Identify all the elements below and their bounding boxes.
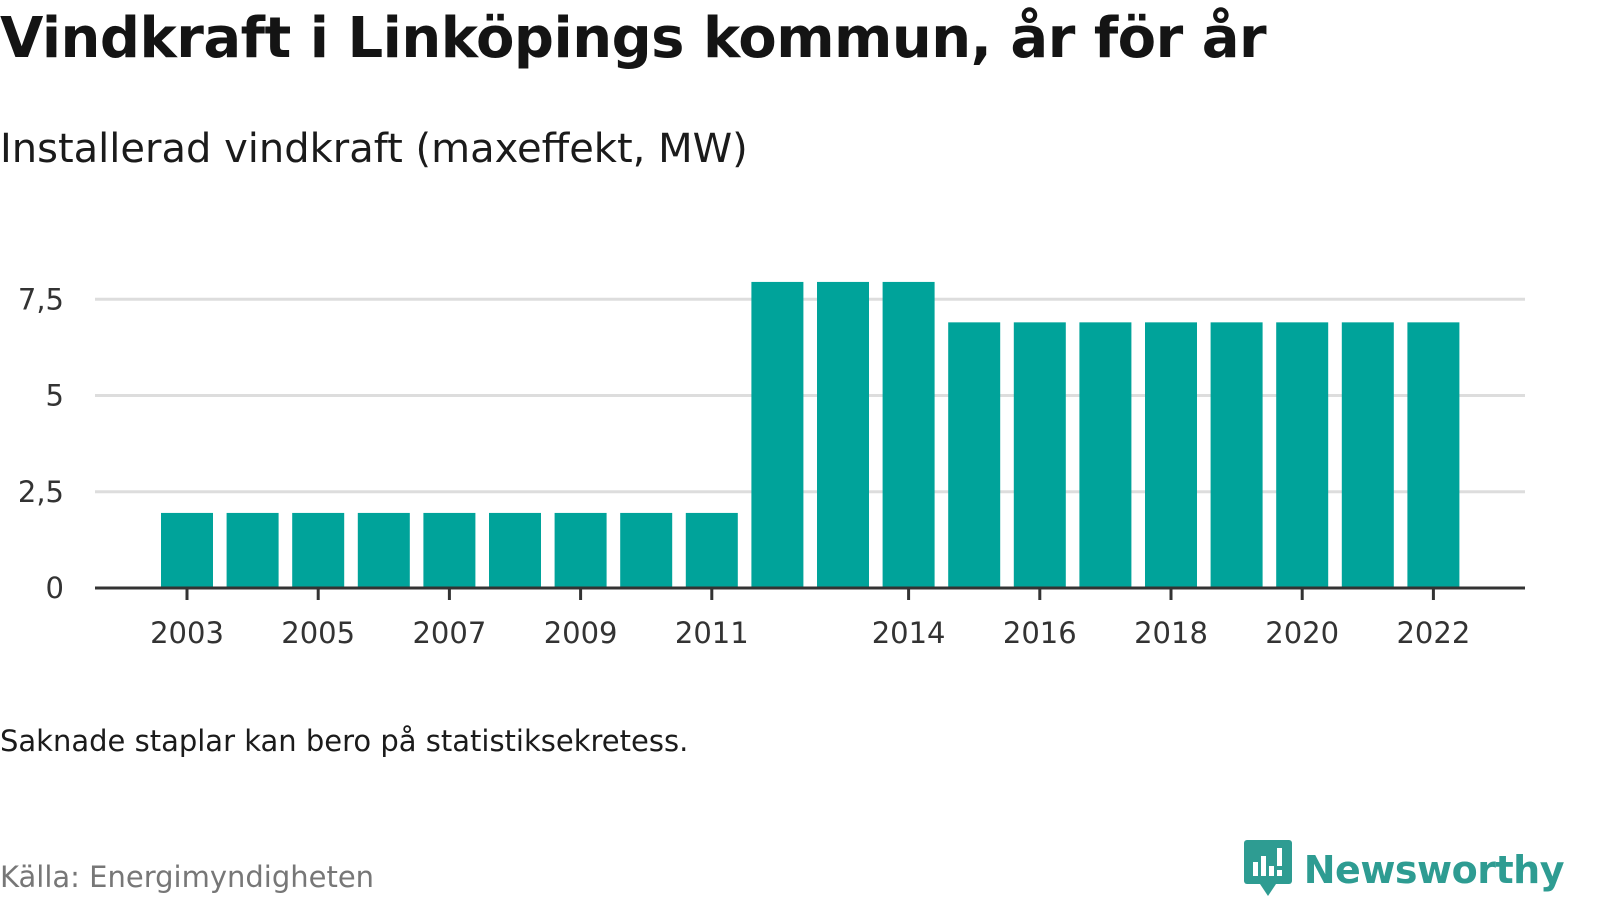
x-tick-label: 2011 bbox=[675, 616, 749, 650]
chart-title: Vindkraft i Linköpings kommun, år för år bbox=[0, 6, 1267, 71]
y-tick-label: 2,5 bbox=[18, 475, 64, 509]
x-tick-label: 2022 bbox=[1396, 616, 1470, 650]
bar-2012 bbox=[751, 281, 804, 588]
x-tick-label: 2020 bbox=[1265, 616, 1339, 650]
brand-logo: Newsworthy bbox=[1243, 840, 1565, 900]
bar-2016 bbox=[1013, 322, 1066, 588]
x-tick-label: 2003 bbox=[150, 616, 224, 650]
bar-2010 bbox=[620, 512, 673, 588]
x-tick-label: 2007 bbox=[412, 616, 486, 650]
bar-2003 bbox=[161, 512, 213, 588]
bar-2017 bbox=[1079, 322, 1132, 588]
bar-2020 bbox=[1276, 322, 1329, 588]
bar-2019 bbox=[1210, 322, 1263, 588]
bar-2015 bbox=[948, 322, 1001, 588]
newsworthy-logo-icon bbox=[1243, 840, 1292, 900]
bar-2004 bbox=[226, 512, 279, 588]
x-tick-label: 2005 bbox=[281, 616, 355, 650]
footnote: Saknade staplar kan bero på statistiksek… bbox=[0, 724, 689, 758]
x-tick-label: 2018 bbox=[1134, 616, 1208, 650]
bar-chart: 0 2,5 5 7,5 2003 2005 2007 2009 2011 2014 2016 2018… bbox=[18, 281, 1525, 650]
bar-2009 bbox=[554, 512, 607, 588]
brand-name: Newsworthy bbox=[1303, 848, 1565, 892]
bar-2014 bbox=[882, 281, 935, 588]
y-tick-label: 7,5 bbox=[18, 282, 64, 316]
bar-2021 bbox=[1341, 322, 1394, 588]
bar-2008 bbox=[489, 512, 541, 588]
bar-2006 bbox=[357, 512, 410, 588]
axes: 0 2,5 5 7,5 2003 2005 2007 2009 2011 2014 2016 2018… bbox=[18, 282, 1525, 650]
bar-2018 bbox=[1145, 322, 1197, 588]
y-tick-label: 0 bbox=[46, 571, 64, 605]
bars bbox=[161, 281, 1460, 588]
bar-2005 bbox=[292, 512, 345, 588]
x-tick-label: 2016 bbox=[1003, 616, 1077, 650]
bar-2022 bbox=[1407, 322, 1460, 588]
bar-2013 bbox=[817, 281, 869, 588]
chart-subtitle: Installerad vindkraft (maxeffekt, MW) bbox=[0, 126, 748, 172]
source-label: Källa: Energimyndigheten bbox=[0, 860, 375, 894]
y-tick-label: 5 bbox=[46, 379, 64, 413]
x-tick-label: 2014 bbox=[872, 616, 946, 650]
bar-2007 bbox=[423, 512, 476, 588]
bar-2011 bbox=[685, 512, 738, 588]
x-tick-label: 2009 bbox=[544, 616, 618, 650]
